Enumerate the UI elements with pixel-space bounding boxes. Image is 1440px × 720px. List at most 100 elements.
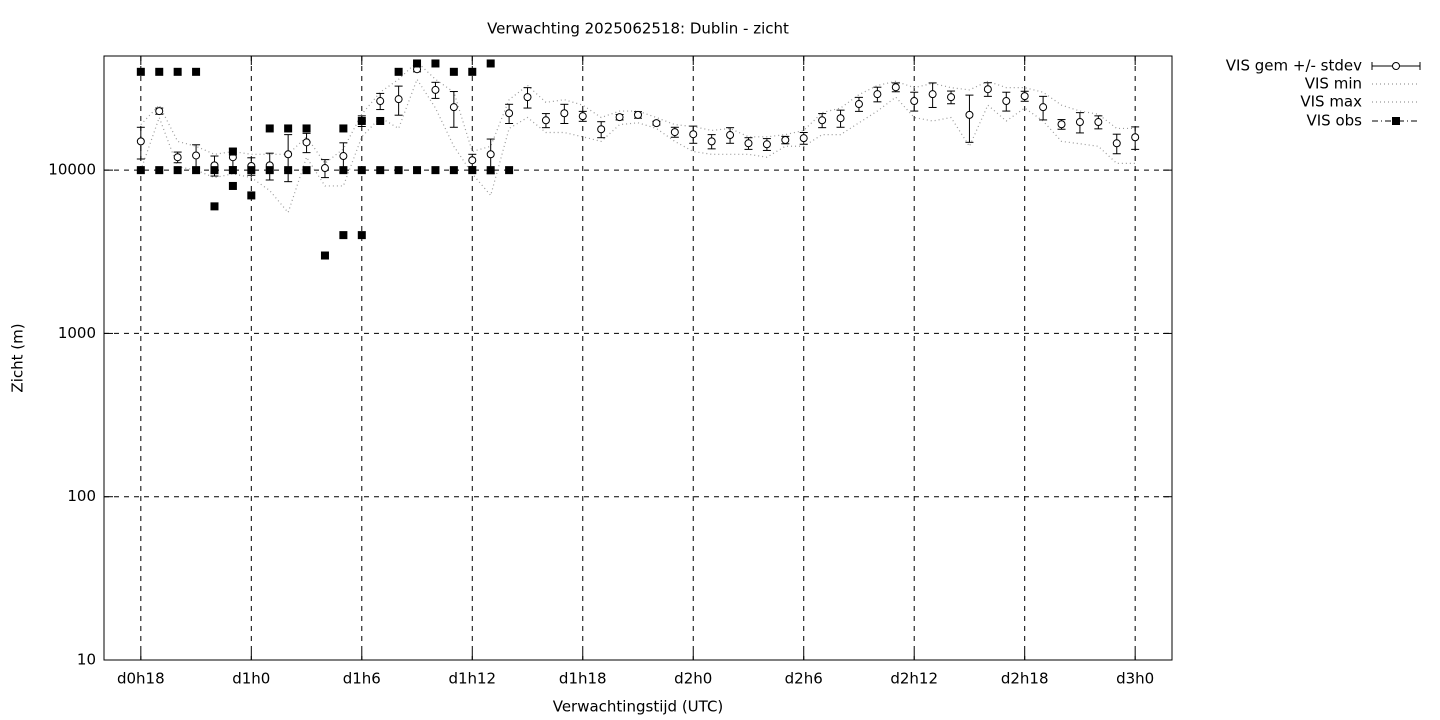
x-tick-label: d1h12 <box>448 670 496 688</box>
mean-point <box>928 90 937 99</box>
obs-point <box>228 181 237 190</box>
x-tick-label: d0h18 <box>117 670 165 688</box>
obs-point <box>247 166 256 175</box>
mean-point <box>1002 97 1011 106</box>
mean-point <box>1020 92 1029 101</box>
obs-point <box>486 166 495 175</box>
mean-point <box>726 131 735 140</box>
obs-point <box>431 166 440 175</box>
mean-point <box>947 93 956 102</box>
mean-point <box>744 139 753 148</box>
y-tick-label: 10 <box>77 651 96 669</box>
obs-point <box>173 67 182 76</box>
legend-sample <box>1392 117 1400 125</box>
y-tick-label: 1000 <box>58 324 96 342</box>
mean-point <box>339 152 348 161</box>
obs-point <box>468 166 477 175</box>
obs-point <box>449 166 458 175</box>
mean-point <box>707 137 716 146</box>
obs-point <box>265 166 274 175</box>
x-tick-label: d2h0 <box>674 670 712 688</box>
obs-point <box>339 231 348 240</box>
mean-point <box>284 150 293 159</box>
mean-point <box>449 103 458 112</box>
y-tick-label: 10000 <box>48 161 96 179</box>
obs-point <box>357 116 366 125</box>
obs-point <box>320 251 329 260</box>
mean-point <box>983 85 992 94</box>
mean-point <box>836 114 845 123</box>
mean-point <box>541 116 550 125</box>
x-tick-label: d1h6 <box>343 670 381 688</box>
mean-point <box>1039 103 1048 112</box>
mean-point <box>486 150 495 159</box>
mean-point <box>578 112 587 121</box>
obs-point <box>136 166 145 175</box>
legend-label: VIS gem +/- stdev <box>1226 57 1362 75</box>
chart-title: Verwachting 2025062518: Dublin - zicht <box>487 20 789 38</box>
obs-point <box>339 124 348 133</box>
x-tick-label: d3h0 <box>1116 670 1154 688</box>
obs-point <box>486 59 495 68</box>
legend-label: VIS min <box>1305 75 1362 93</box>
obs-point <box>228 147 237 156</box>
mean-point <box>394 95 403 104</box>
obs-point <box>449 67 458 76</box>
y-tick-label: 100 <box>67 487 96 505</box>
mean-point <box>1075 118 1084 127</box>
mean-point <box>652 119 661 128</box>
obs-point <box>394 166 403 175</box>
x-tick-label: d1h18 <box>559 670 607 688</box>
obs-point <box>302 124 311 133</box>
mean-point <box>910 97 919 106</box>
mean-point <box>136 137 145 146</box>
mean-point <box>762 140 771 149</box>
legend-label: VIS max <box>1300 93 1362 111</box>
mean-point <box>560 109 569 118</box>
x-tick-label: d2h12 <box>890 670 938 688</box>
mean-point <box>173 153 182 162</box>
mean-point <box>891 83 900 92</box>
obs-point <box>413 166 422 175</box>
obs-point <box>192 67 201 76</box>
obs-point <box>468 67 477 76</box>
obs-point <box>339 166 348 175</box>
mean-point <box>376 97 385 106</box>
mean-point <box>597 125 606 134</box>
obs-point <box>228 166 237 175</box>
obs-point <box>376 116 385 125</box>
obs-point <box>505 166 514 175</box>
mean-point <box>505 109 514 118</box>
legend-label: VIS obs <box>1307 112 1363 130</box>
mean-point <box>615 113 624 122</box>
mean-point <box>155 107 164 116</box>
obs-point <box>284 124 293 133</box>
mean-point <box>799 134 808 143</box>
obs-point <box>155 67 164 76</box>
obs-point <box>136 67 145 76</box>
obs-point <box>376 166 385 175</box>
obs-point <box>155 166 164 175</box>
obs-point <box>284 166 293 175</box>
x-tick-label: d2h18 <box>1001 670 1049 688</box>
mean-point <box>1094 118 1103 127</box>
mean-point <box>873 90 882 99</box>
x-axis-label: Verwachtingstijd (UTC) <box>553 698 724 716</box>
obs-point <box>357 166 366 175</box>
mean-point <box>1131 133 1140 142</box>
obs-point <box>192 166 201 175</box>
mean-point <box>854 100 863 109</box>
mean-point <box>302 138 311 147</box>
obs-point <box>173 166 182 175</box>
obs-point <box>357 231 366 240</box>
obs-point <box>265 124 274 133</box>
mean-point <box>634 110 642 119</box>
mean-point <box>689 130 698 139</box>
mean-point <box>818 116 827 125</box>
range-line <box>140 61 1136 165</box>
mean-point <box>523 93 532 102</box>
legend-sample <box>1392 62 1400 70</box>
obs-point <box>394 67 403 76</box>
